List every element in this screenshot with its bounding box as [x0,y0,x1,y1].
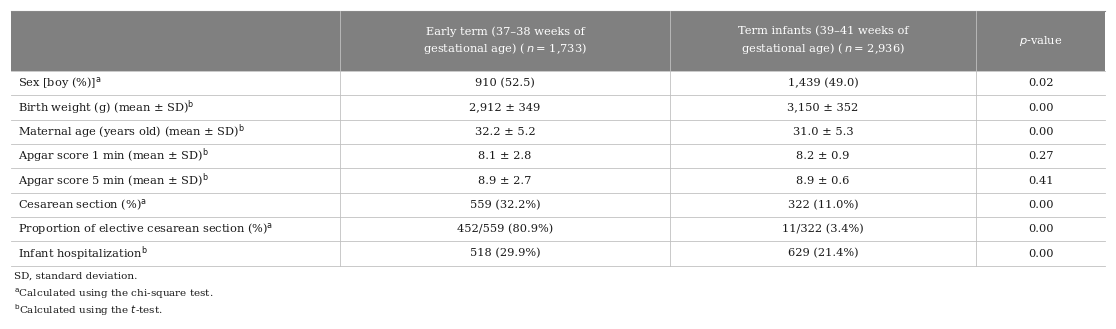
Text: Maternal age (years old) (mean ± SD)$^{\mathrm{b}}$: Maternal age (years old) (mean ± SD)$^{\… [18,123,244,141]
Text: 1,439 (49.0): 1,439 (49.0) [788,78,858,89]
Text: 0.02: 0.02 [1028,78,1054,88]
Text: $^{\mathrm{b}}$Calculated using the $\it{t}$-test.: $^{\mathrm{b}}$Calculated using the $\it… [15,302,163,318]
Text: 0.00: 0.00 [1028,200,1054,210]
Bar [11,12,1105,71]
Text: Apgar score 1 min (mean ± SD)$^{\mathrm{b}}$: Apgar score 1 min (mean ± SD)$^{\mathrm{… [18,147,209,165]
Text: Early term (37–38 weeks of
gestational age) ( $\it{n}$ = 1,733): Early term (37–38 weeks of gestational a… [423,26,587,56]
Text: 8.1 ± 2.8: 8.1 ± 2.8 [479,151,531,161]
Text: Sex [boy (%)]$^{\mathrm{a}}$: Sex [boy (%)]$^{\mathrm{a}}$ [18,75,102,91]
Bar [11,120,1105,144]
Text: Proportion of elective cesarean section (%)$^{\mathrm{a}}$: Proportion of elective cesarean section … [18,221,273,237]
Text: 629 (21.4%): 629 (21.4%) [788,248,858,259]
Text: $^{\mathrm{a}}$Calculated using the chi-square test.: $^{\mathrm{a}}$Calculated using the chi-… [15,287,214,301]
Bar [11,168,1105,193]
Text: 3,150 ± 352: 3,150 ± 352 [788,103,858,113]
Text: 0.00: 0.00 [1028,224,1054,234]
Text: 559 (32.2%): 559 (32.2%) [470,200,540,210]
Bar [11,241,1105,266]
Text: Cesarean section (%)$^{\mathrm{a}}$: Cesarean section (%)$^{\mathrm{a}}$ [18,197,146,212]
Text: 518 (29.9%): 518 (29.9%) [470,248,540,259]
Bar [11,193,1105,217]
Text: 0.27: 0.27 [1028,151,1054,161]
Bar [11,144,1105,168]
Text: 8.2 ± 0.9: 8.2 ± 0.9 [797,151,849,161]
Bar [11,95,1105,120]
Text: 8.9 ± 2.7: 8.9 ± 2.7 [479,176,531,186]
Text: 0.00: 0.00 [1028,127,1054,137]
Text: 31.0 ± 5.3: 31.0 ± 5.3 [792,127,854,137]
Text: 910 (52.5): 910 (52.5) [475,78,535,88]
Text: Apgar score 5 min (mean ± SD)$^{\mathrm{b}}$: Apgar score 5 min (mean ± SD)$^{\mathrm{… [18,171,209,190]
Text: Birth weight (g) (mean ± SD)$^{\mathrm{b}}$: Birth weight (g) (mean ± SD)$^{\mathrm{b… [18,98,194,117]
Text: SD, standard deviation.: SD, standard deviation. [15,271,137,281]
Text: 0.00: 0.00 [1028,249,1054,259]
Text: 0.41: 0.41 [1028,176,1054,186]
Text: 11/322 (3.4%): 11/322 (3.4%) [782,224,864,234]
Text: 8.9 ± 0.6: 8.9 ± 0.6 [797,176,849,186]
Text: 32.2 ± 5.2: 32.2 ± 5.2 [474,127,536,137]
Text: Term infants (39–41 weeks of
gestational age) ( $\it{n}$ = 2,936): Term infants (39–41 weeks of gestational… [738,26,908,56]
Text: 2,912 ± 349: 2,912 ± 349 [470,103,540,113]
Text: 322 (11.0%): 322 (11.0%) [788,200,858,210]
Bar [11,71,1105,95]
Text: $\it{p}$-value: $\it{p}$-value [1019,34,1062,48]
Text: 0.00: 0.00 [1028,103,1054,113]
Bar [11,217,1105,241]
Text: 452/559 (80.9%): 452/559 (80.9%) [456,224,554,234]
Text: Infant hospitalization$^{\mathrm{b}}$: Infant hospitalization$^{\mathrm{b}}$ [18,244,147,263]
